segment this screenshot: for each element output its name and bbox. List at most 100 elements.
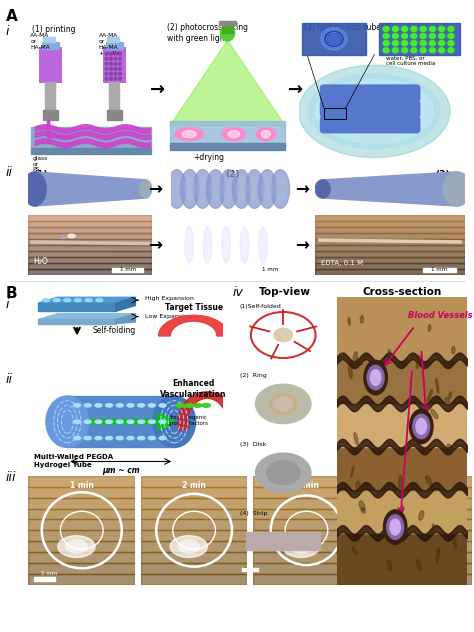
Ellipse shape	[416, 418, 427, 434]
Circle shape	[105, 77, 108, 80]
Ellipse shape	[175, 128, 203, 140]
Text: B: B	[6, 286, 18, 301]
Bar	[28, 239, 152, 245]
Ellipse shape	[403, 540, 424, 553]
Bar	[337, 297, 467, 360]
Circle shape	[148, 420, 155, 423]
Bar	[365, 563, 472, 574]
Text: 1mm: 1mm	[244, 567, 256, 572]
Bar	[315, 263, 465, 269]
Circle shape	[429, 40, 436, 46]
Bar	[337, 490, 467, 533]
Bar	[34, 577, 55, 581]
Text: water, PBS, or
cell culture media: water, PBS, or cell culture media	[386, 56, 436, 66]
Ellipse shape	[263, 178, 272, 200]
Circle shape	[411, 40, 417, 46]
Text: i: i	[6, 298, 9, 312]
Circle shape	[438, 40, 445, 46]
Ellipse shape	[455, 500, 461, 508]
Text: Self-folding: Self-folding	[92, 327, 136, 336]
Circle shape	[184, 403, 193, 408]
Bar	[170, 121, 285, 144]
Circle shape	[109, 63, 112, 65]
Circle shape	[73, 420, 81, 423]
Circle shape	[114, 77, 117, 80]
Bar	[315, 251, 465, 257]
Circle shape	[429, 47, 436, 53]
Circle shape	[105, 52, 108, 55]
Bar	[141, 552, 247, 563]
Bar	[28, 574, 135, 585]
Ellipse shape	[411, 498, 414, 514]
Polygon shape	[323, 172, 457, 206]
Bar	[170, 143, 285, 150]
Bar	[28, 221, 152, 227]
Ellipse shape	[237, 219, 252, 270]
Ellipse shape	[443, 172, 471, 206]
Ellipse shape	[388, 478, 392, 492]
Circle shape	[438, 33, 445, 39]
Circle shape	[255, 384, 311, 423]
Bar	[242, 568, 258, 571]
Circle shape	[274, 398, 292, 410]
Circle shape	[68, 234, 75, 238]
Ellipse shape	[224, 178, 234, 200]
Circle shape	[392, 27, 399, 32]
Ellipse shape	[430, 358, 434, 375]
Bar	[255, 268, 285, 272]
Ellipse shape	[232, 169, 251, 209]
Circle shape	[420, 47, 426, 53]
Circle shape	[114, 63, 117, 65]
Circle shape	[73, 404, 81, 407]
Circle shape	[383, 47, 389, 53]
Ellipse shape	[23, 172, 46, 206]
Circle shape	[438, 27, 445, 32]
Ellipse shape	[258, 169, 277, 209]
Bar	[315, 257, 465, 263]
Bar	[31, 148, 151, 154]
Circle shape	[118, 52, 121, 55]
Circle shape	[383, 27, 389, 32]
Bar	[337, 403, 467, 447]
Ellipse shape	[58, 536, 95, 557]
Bar	[43, 110, 58, 120]
Text: (2) photocrosslinking
with green light: (2) photocrosslinking with green light	[167, 23, 248, 42]
Ellipse shape	[222, 128, 246, 140]
Text: →: →	[150, 81, 165, 99]
Ellipse shape	[344, 312, 347, 319]
Ellipse shape	[170, 536, 208, 557]
Bar	[315, 233, 465, 239]
Circle shape	[269, 325, 297, 345]
Bar	[42, 42, 58, 49]
Ellipse shape	[410, 409, 433, 444]
Ellipse shape	[182, 131, 196, 138]
Circle shape	[127, 420, 134, 423]
Ellipse shape	[210, 178, 220, 200]
Text: (4)  Strip: (4) Strip	[240, 511, 267, 516]
Bar	[315, 227, 465, 233]
Circle shape	[118, 58, 121, 60]
Polygon shape	[116, 313, 136, 324]
Text: 1 mm: 1 mm	[119, 267, 136, 272]
Circle shape	[105, 63, 108, 65]
Text: μm ~ cm: μm ~ cm	[102, 466, 140, 475]
Circle shape	[274, 329, 292, 341]
Circle shape	[109, 68, 112, 70]
Text: glass
or
PS: glass or PS	[32, 155, 47, 173]
Bar	[253, 574, 360, 585]
Circle shape	[401, 47, 408, 53]
Ellipse shape	[168, 169, 186, 209]
Ellipse shape	[389, 487, 396, 492]
Circle shape	[118, 72, 121, 75]
Bar	[253, 530, 360, 541]
Circle shape	[106, 437, 113, 440]
Bar	[423, 268, 456, 272]
Polygon shape	[38, 297, 136, 303]
FancyBboxPatch shape	[320, 100, 420, 117]
Circle shape	[95, 404, 102, 407]
Text: ii: ii	[6, 373, 13, 386]
Ellipse shape	[425, 374, 427, 380]
Ellipse shape	[182, 219, 197, 270]
Text: 2 min: 2 min	[182, 482, 206, 490]
Ellipse shape	[368, 315, 371, 320]
